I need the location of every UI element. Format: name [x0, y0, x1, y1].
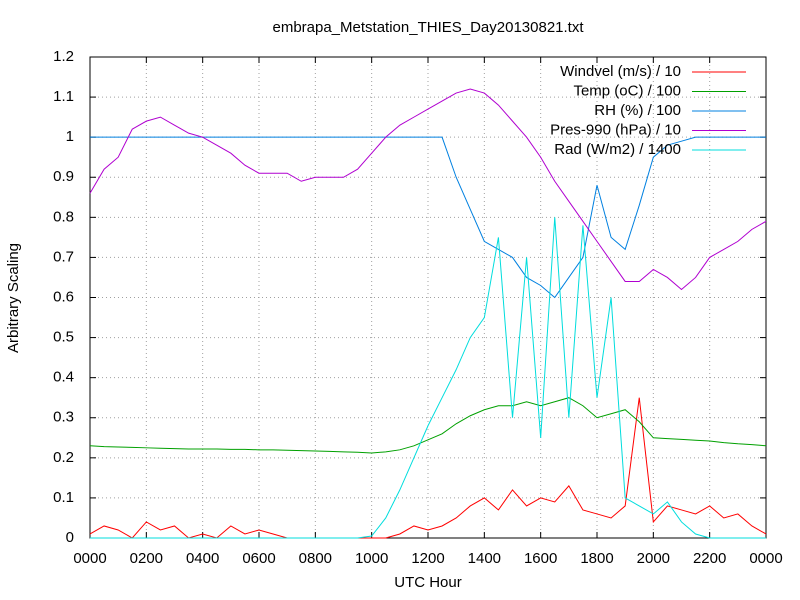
- y-tick-label: 0.6: [53, 288, 74, 305]
- x-tick-label: 1000: [355, 550, 388, 567]
- y-tick-label: 0.7: [53, 248, 74, 265]
- y-tick-label: 1.2: [53, 48, 74, 65]
- x-tick-label: 0800: [299, 550, 332, 567]
- series-line: [89, 397, 767, 454]
- x-tick-label: 0000: [749, 550, 782, 567]
- y-tick-label: 0: [66, 529, 74, 546]
- y-axis-label: Arbitrary Scaling: [5, 243, 22, 353]
- y-tick-label: 1: [66, 128, 74, 145]
- y-tick-label: 0.4: [53, 369, 74, 386]
- x-axis-label: UTC Hour: [394, 574, 462, 591]
- legend-label: RH (%) / 100: [594, 102, 681, 119]
- series-line: [90, 217, 766, 539]
- x-tick-label: 0600: [242, 550, 275, 567]
- x-tick-label: 1600: [524, 550, 557, 567]
- legend-label: Temp (oC) / 100: [573, 82, 681, 99]
- x-tick-label: 0200: [130, 550, 163, 567]
- y-tick-label: 0.5: [53, 329, 74, 346]
- x-tick-label: 1800: [580, 550, 613, 567]
- legend-label: Windvel (m/s) / 10: [560, 63, 681, 80]
- chart-title: embrapa_Metstation_THIES_Day20130821.txt: [272, 19, 584, 36]
- legend-label: Rad (W/m2) / 1400: [554, 141, 681, 158]
- y-tick-label: 0.8: [53, 208, 74, 225]
- x-tick-label: 1400: [468, 550, 501, 567]
- y-tick-label: 0.3: [53, 409, 74, 426]
- x-tick-label: 1200: [411, 550, 444, 567]
- plot-border: [89, 56, 767, 539]
- y-tick-label: 1.1: [53, 88, 74, 105]
- y-tick-label: 0.9: [53, 168, 74, 185]
- y-tick-label: 0.2: [53, 449, 74, 466]
- x-tick-label: 0000: [73, 550, 106, 567]
- y-tick-label: 0.1: [53, 489, 74, 506]
- legend-label: Pres-990 (hPa) / 10: [550, 121, 681, 138]
- x-tick-label: 2000: [637, 550, 670, 567]
- series-line: [89, 397, 767, 539]
- x-tick-label: 0400: [186, 550, 219, 567]
- x-tick-label: 2200: [693, 550, 726, 567]
- series-line: [89, 88, 767, 291]
